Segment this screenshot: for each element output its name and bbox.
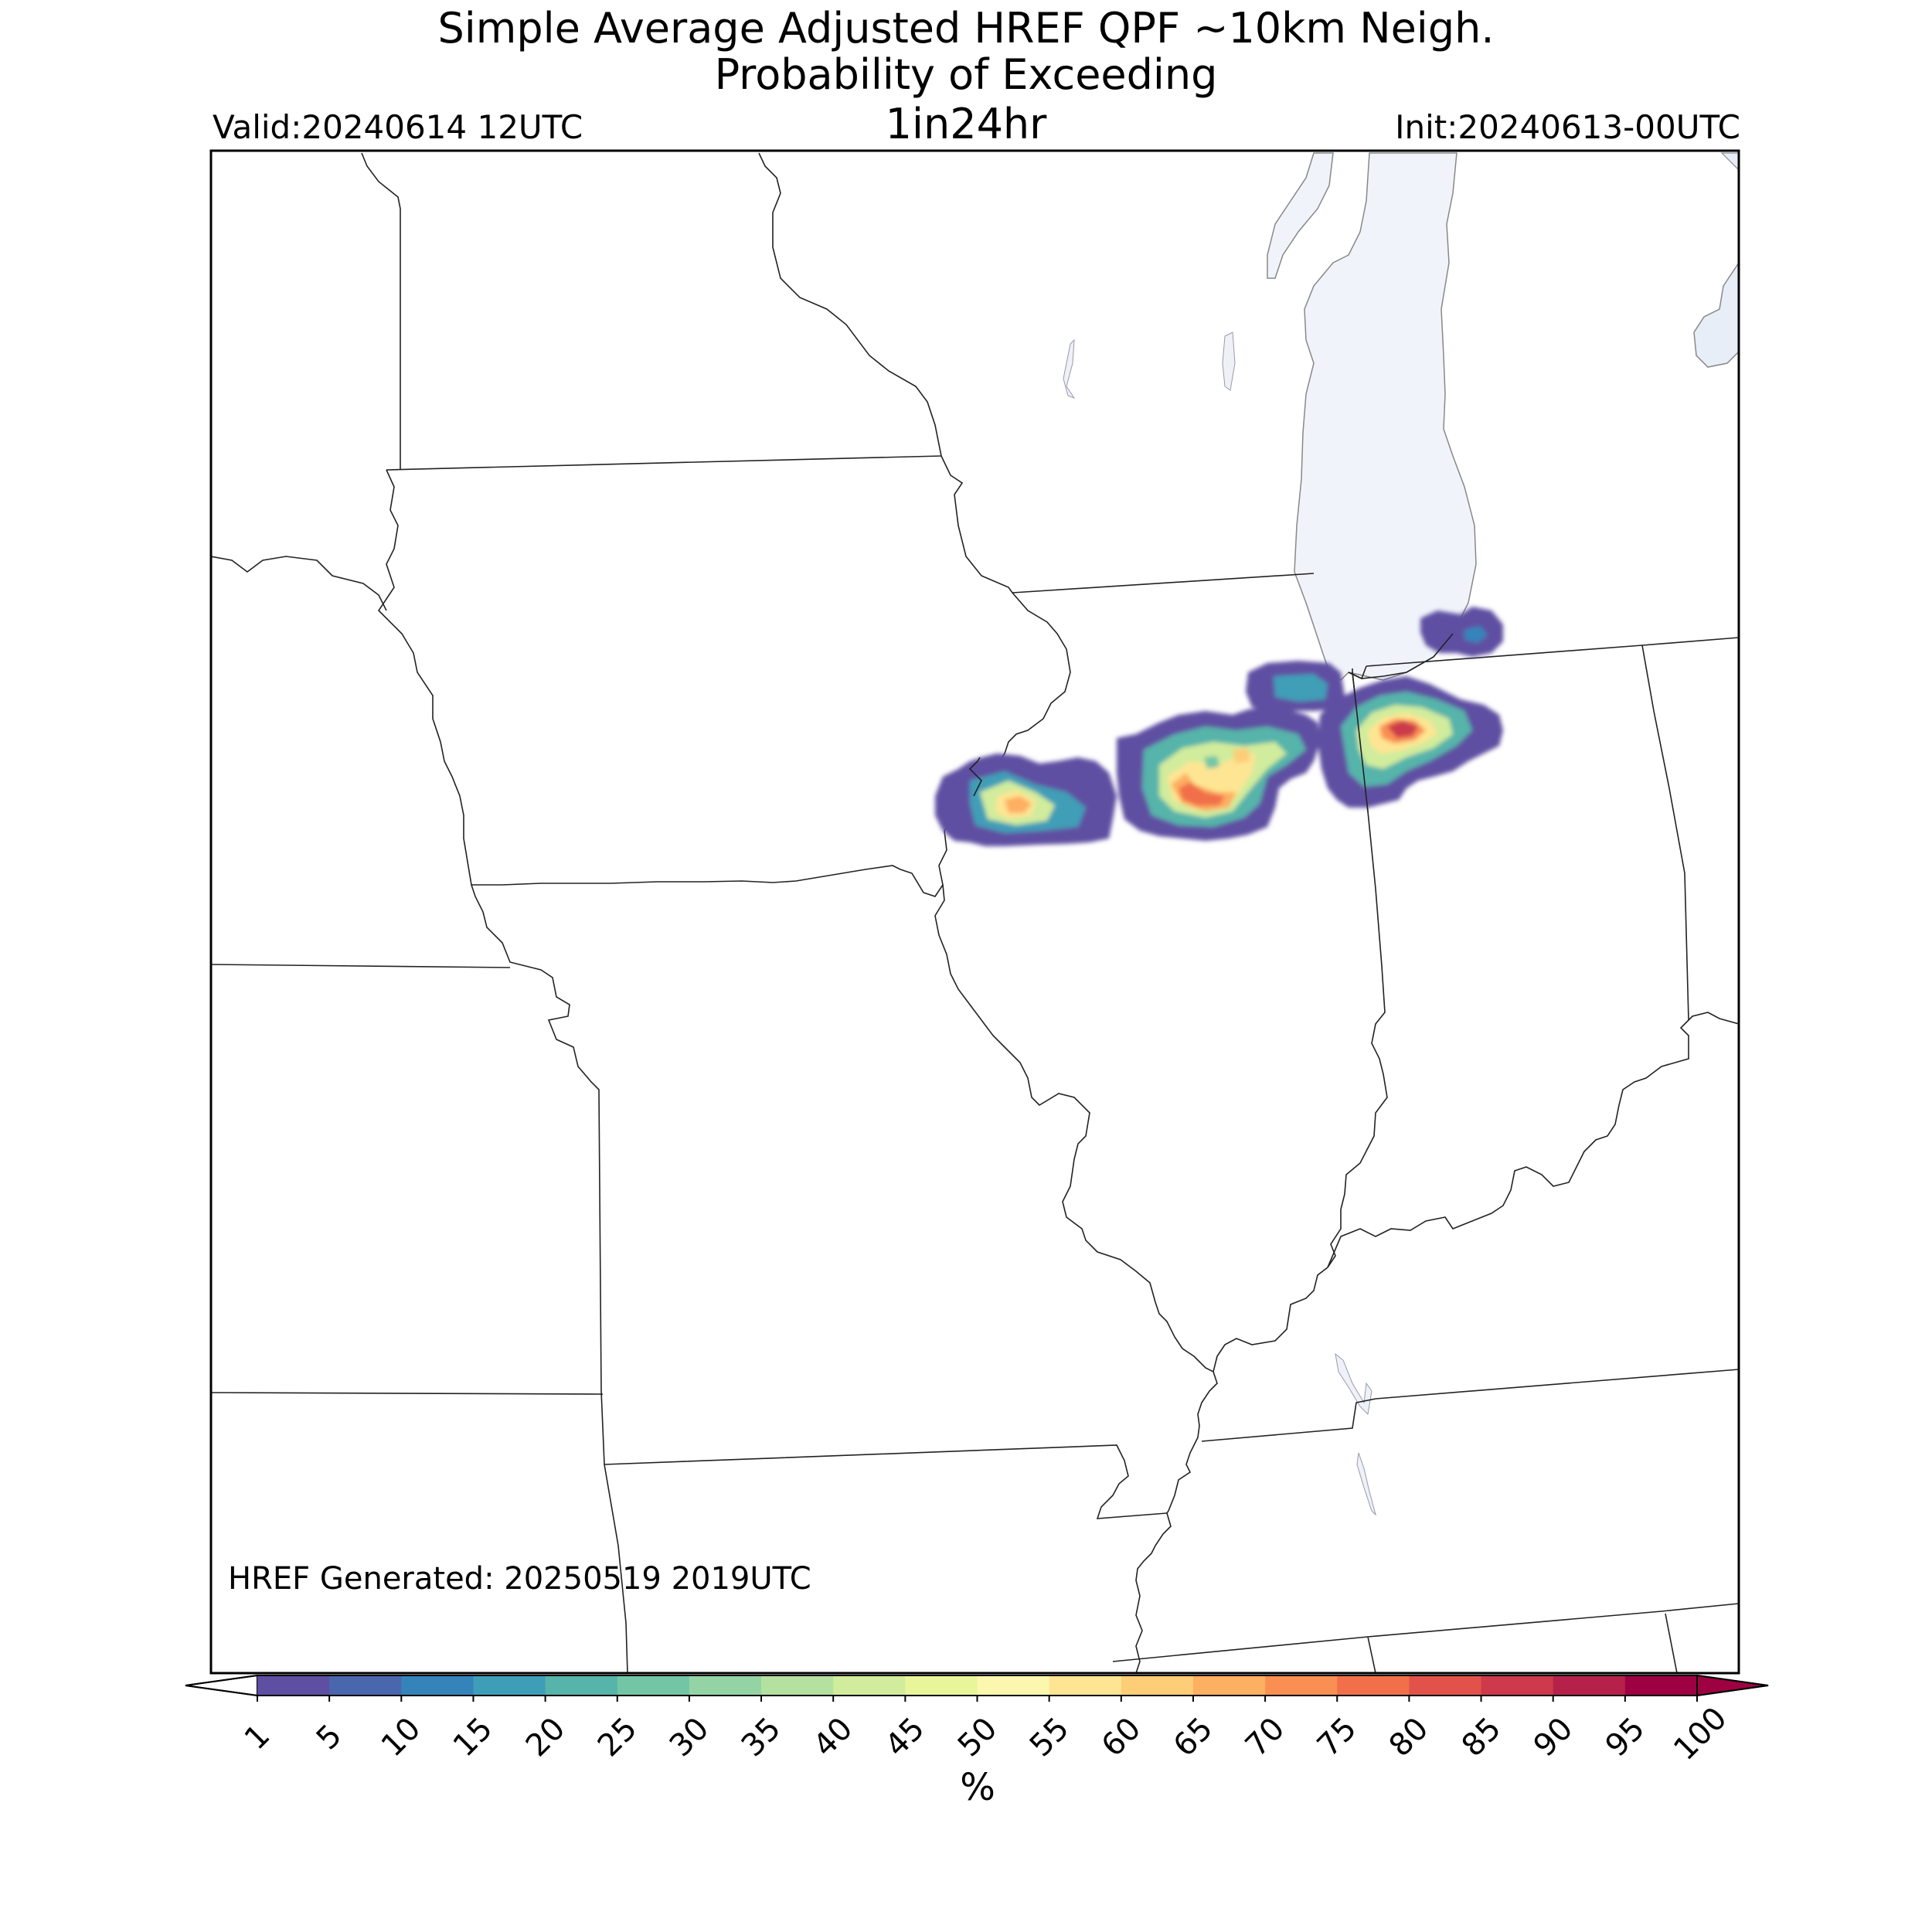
colorbar — [185, 1674, 1769, 1702]
colorbar-over-arrow — [1696, 1674, 1769, 1697]
map-title-line2: Probability of Exceeding — [714, 50, 1218, 99]
colorbar-swatch — [1337, 1675, 1410, 1696]
colorbar-swatch — [401, 1675, 474, 1696]
green-bay — [1267, 152, 1334, 279]
init-time-label: Init:20240613-00UTC — [1395, 108, 1740, 146]
small-lake-wi — [1222, 332, 1236, 391]
lake-huron-top — [1720, 152, 1739, 171]
colorbar-swatch — [257, 1675, 330, 1696]
colorbar-swatch — [473, 1675, 546, 1696]
colorbar-swatch — [833, 1675, 906, 1696]
map-title-line1: Simple Average Adjusted HREF QPF ~10km N… — [437, 4, 1495, 53]
colorbar-swatch — [1265, 1675, 1338, 1696]
valid-time-label: Valid:20240614 12UTC — [213, 108, 583, 146]
colorbar-swatch — [545, 1675, 618, 1696]
lake-michigan — [1294, 152, 1477, 681]
colorbar-swatch — [1192, 1675, 1266, 1696]
precip-probability-field — [935, 607, 1503, 846]
colorbar-under-arrow — [185, 1674, 258, 1697]
tn-river-lake — [1356, 1452, 1376, 1516]
colorbar-swatch — [1049, 1675, 1122, 1696]
map-title-line3: 1in24hr — [885, 100, 1047, 148]
colorbar-swatch — [1624, 1675, 1698, 1696]
map-layers — [211, 152, 1739, 1673]
colorbar-swatch — [905, 1675, 978, 1696]
colorbar-swatch — [977, 1675, 1050, 1696]
colorbar-swatch — [329, 1675, 402, 1696]
colorbar-units-label: % — [960, 1766, 995, 1809]
colorbar-swatch — [1481, 1675, 1554, 1696]
kentucky-lake — [1335, 1352, 1372, 1416]
small-lake-mn — [1063, 338, 1076, 400]
colorbar-swatch — [761, 1675, 834, 1696]
generated-timestamp: HREF Generated: 20250519 2019UTC — [228, 1561, 811, 1597]
map-frame — [209, 149, 1740, 1675]
colorbar-swatch — [617, 1675, 690, 1696]
state-borders — [211, 152, 1739, 1673]
colorbar-swatch — [1553, 1675, 1626, 1696]
lake-huron-edge — [1693, 261, 1739, 368]
colorbar-swatch — [1121, 1675, 1194, 1696]
colorbar-swatch — [689, 1675, 762, 1696]
overlay-borders — [968, 633, 1454, 812]
colorbar-swatch — [1409, 1675, 1482, 1696]
